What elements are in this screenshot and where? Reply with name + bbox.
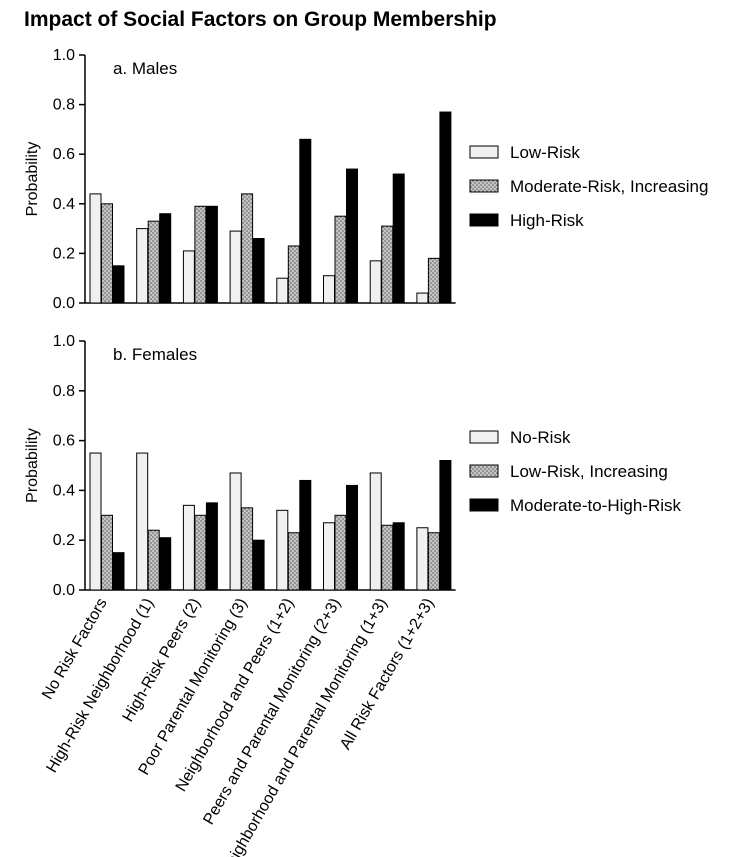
legend-label: High-Risk	[510, 211, 584, 230]
bar	[136, 228, 149, 304]
bar	[194, 205, 207, 304]
bar	[182, 250, 195, 304]
y-tick-label: 0.6	[53, 146, 75, 163]
y-tick-label: 0.0	[53, 295, 75, 312]
y-tick-label: 0.8	[53, 383, 75, 400]
bar	[101, 514, 113, 591]
bar	[439, 460, 452, 591]
bar	[381, 524, 394, 591]
bar	[323, 275, 335, 304]
bar	[159, 537, 172, 591]
legend-swatch-light	[469, 430, 499, 444]
bar	[392, 522, 405, 591]
bar	[205, 502, 218, 591]
bar	[276, 277, 289, 304]
bar	[392, 173, 405, 304]
bar	[416, 527, 429, 591]
bar	[101, 203, 113, 304]
y-tick-label: 1.0	[53, 47, 75, 64]
legend-label: No-Risk	[510, 428, 571, 447]
bar	[323, 522, 335, 591]
legend-swatch-dotted	[469, 179, 499, 193]
bar	[241, 193, 254, 304]
y-tick-label: 0.8	[53, 97, 75, 114]
bar	[89, 193, 102, 304]
chart-title: Impact of Social Factors on Group Member…	[24, 8, 497, 31]
bar	[112, 552, 125, 591]
plot-layer: 0.0 0.2 0.4 0.6 0.8 1.0 Probability a. Males Low…	[24, 47, 708, 857]
bar	[369, 472, 382, 591]
panel-label: a. Males	[113, 59, 177, 78]
bar	[346, 168, 358, 304]
legend-label: Low-Risk, Increasing	[510, 462, 668, 481]
bar	[205, 205, 218, 304]
y-tick-label: 0.6	[53, 433, 75, 450]
bar	[381, 225, 394, 304]
bar	[252, 238, 265, 304]
bar	[299, 479, 312, 591]
legend-swatch-dotted	[469, 464, 499, 478]
bar	[287, 532, 300, 591]
bar	[427, 257, 440, 304]
y-tick-label: 0.2	[53, 245, 75, 262]
y-axis-label: Probability	[24, 428, 41, 503]
bar	[89, 452, 102, 591]
bar	[241, 507, 254, 591]
bar	[427, 532, 440, 591]
bar	[346, 484, 358, 591]
legend-swatch-light	[469, 145, 499, 159]
legend-label: Moderate-to-High-Risk	[510, 496, 681, 515]
y-tick-label: 0.4	[53, 196, 75, 213]
bar	[252, 539, 265, 591]
bar	[136, 452, 149, 591]
bar	[439, 111, 452, 304]
legend-label: Moderate-Risk, Increasing	[510, 177, 708, 196]
bar	[182, 504, 195, 591]
y-tick-label: 0.0	[53, 582, 75, 599]
legend-label: Low-Risk	[510, 143, 580, 162]
bar	[112, 265, 125, 304]
chart-panel-females: 0.0 0.2 0.4 0.6 0.8 1.0 Probability b. Females N…	[24, 333, 681, 857]
chart-panel-males: 0.0 0.2 0.4 0.6 0.8 1.0 Probability a. Males Low…	[24, 47, 708, 312]
y-tick-label: 0.2	[53, 532, 75, 549]
y-tick-label: 1.0	[53, 333, 75, 350]
x-tick-label: All Risk Factors (1+2+3)	[337, 596, 438, 753]
bar	[416, 292, 429, 304]
bar	[194, 514, 207, 591]
bar	[276, 509, 289, 591]
legend-swatch-dark	[469, 213, 499, 227]
legend-swatch-dark	[469, 498, 499, 512]
bar	[229, 230, 242, 304]
y-axis-label: Probability	[24, 142, 41, 217]
bar	[334, 514, 347, 591]
bar	[334, 215, 347, 304]
y-tick-label: 0.4	[53, 482, 75, 499]
bar	[369, 260, 382, 304]
bar	[229, 472, 242, 591]
bar	[147, 220, 160, 304]
bar	[287, 245, 300, 304]
bar	[147, 529, 160, 591]
bar	[159, 213, 172, 304]
panel-label: b. Females	[113, 345, 197, 364]
bar	[299, 138, 312, 304]
